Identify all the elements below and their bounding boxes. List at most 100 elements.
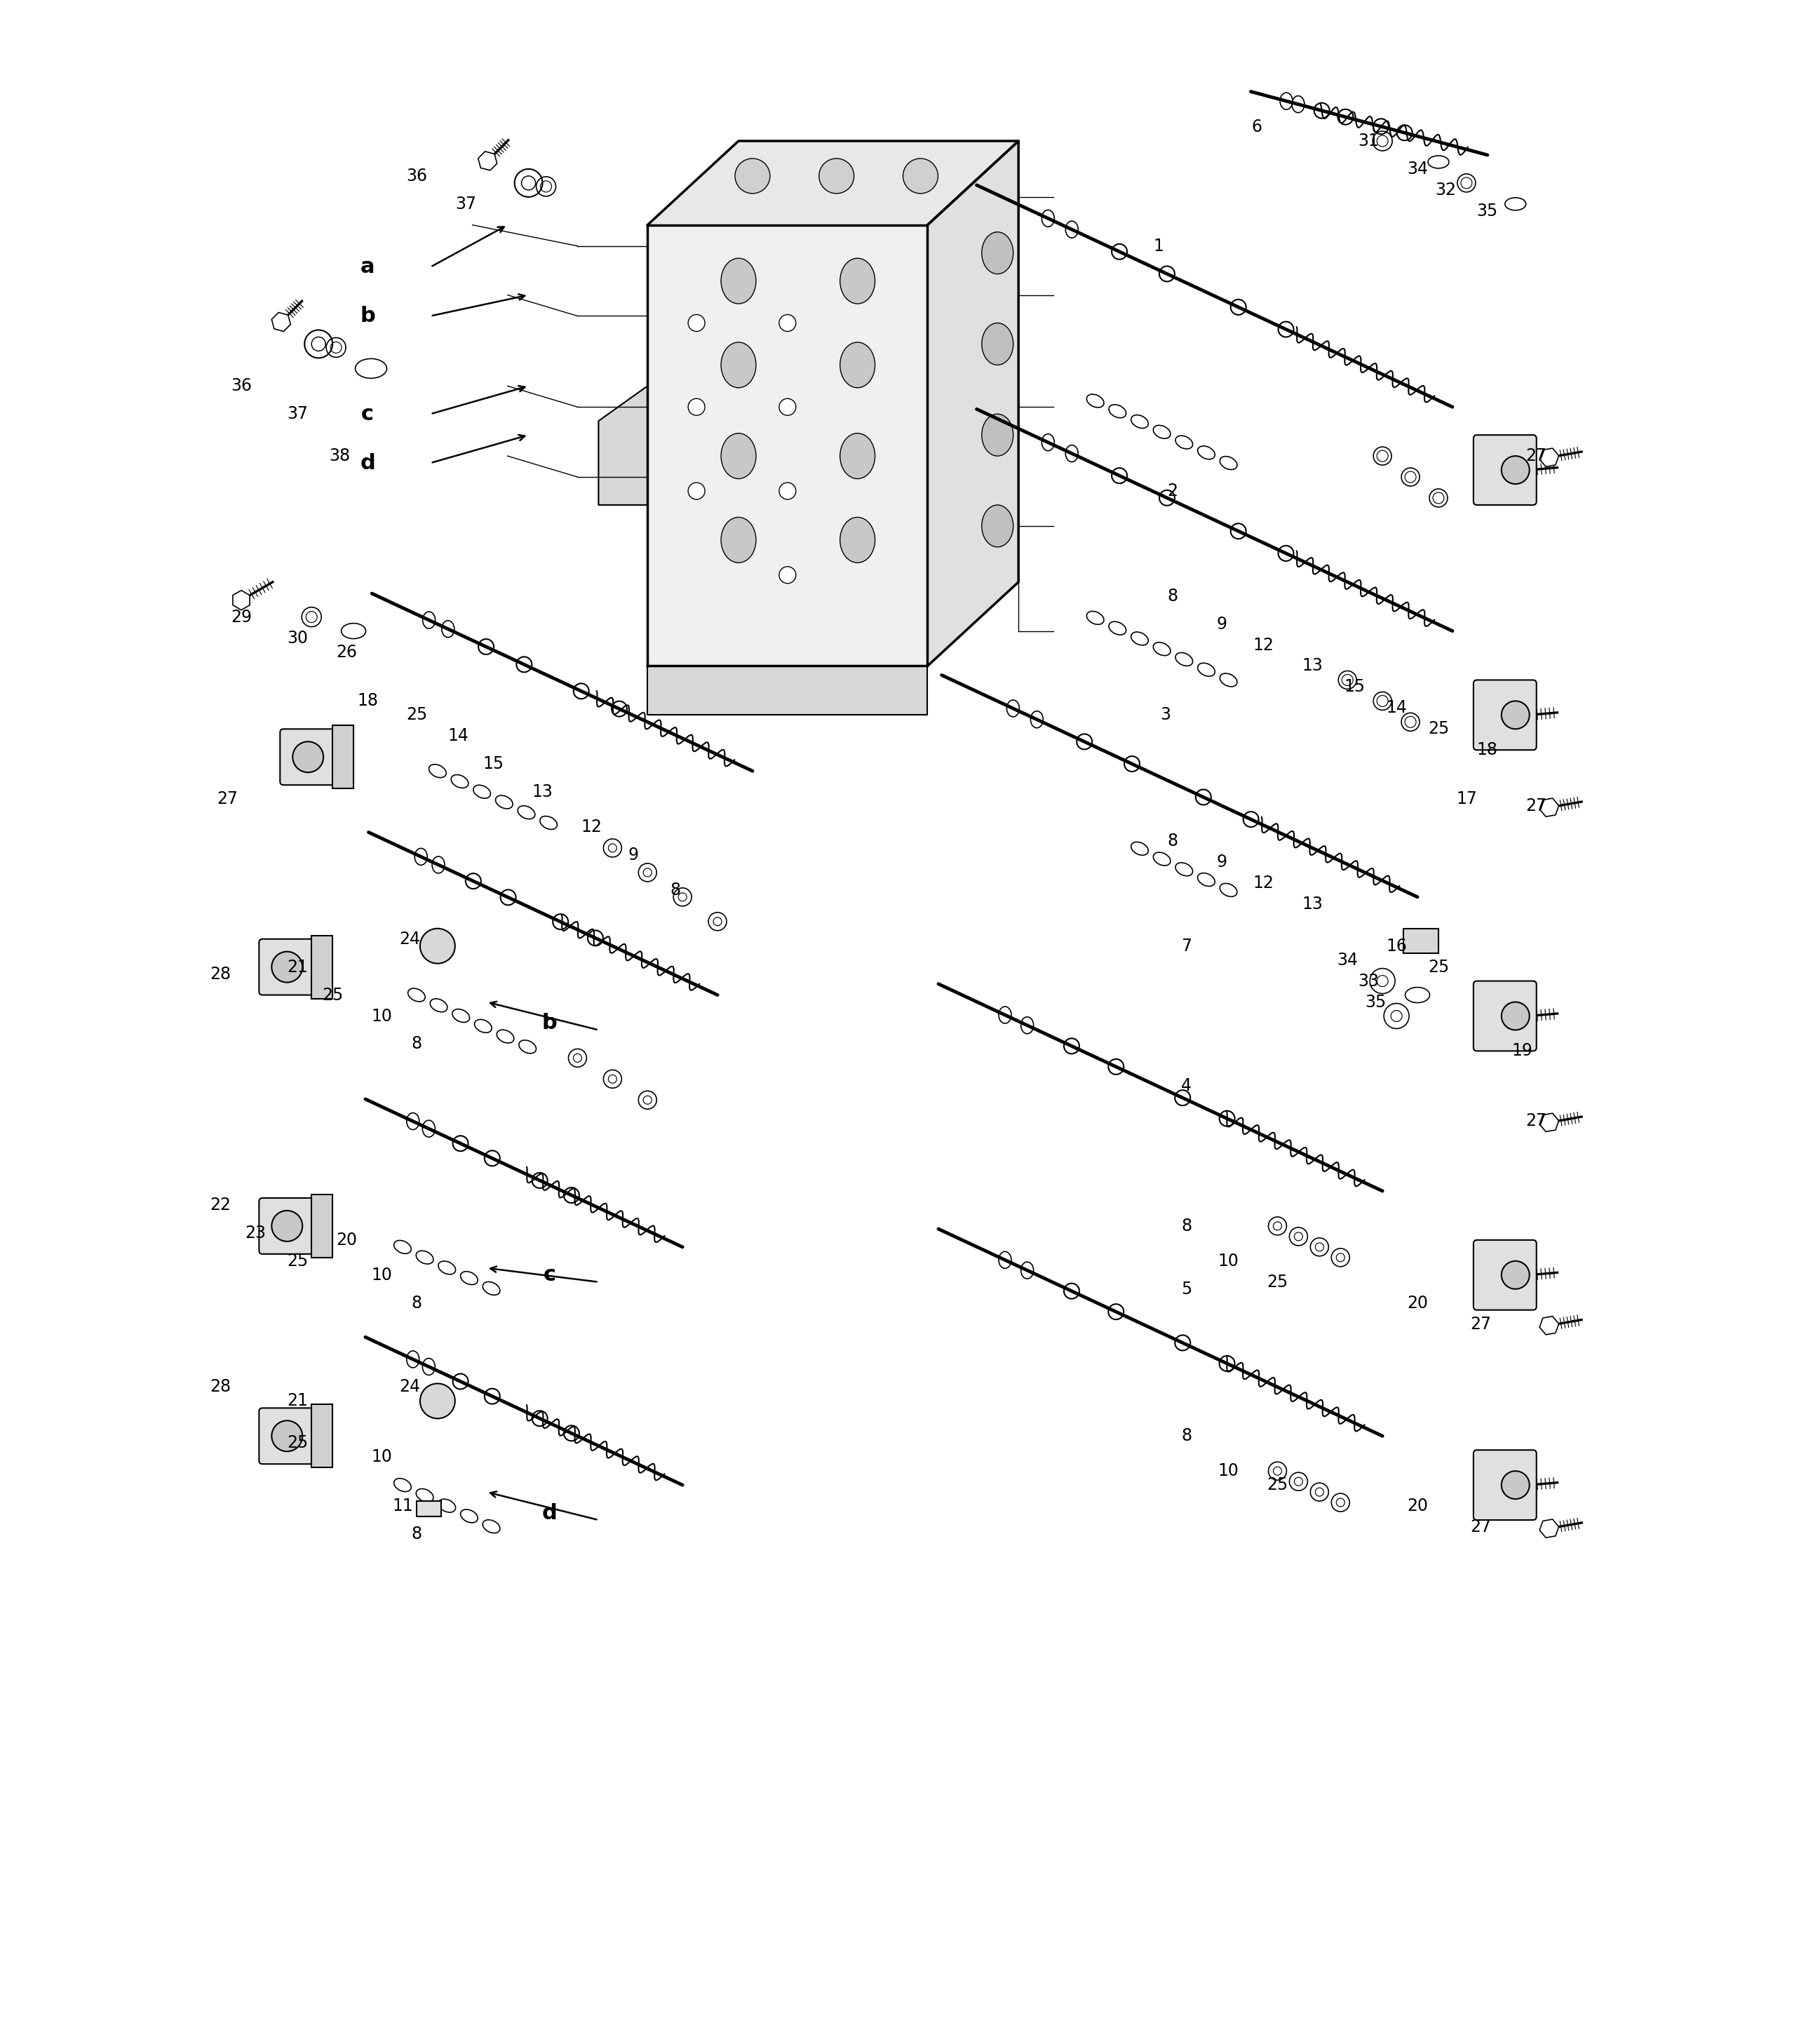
Circle shape xyxy=(1501,455,1529,484)
Text: d: d xyxy=(542,1504,557,1524)
Text: c: c xyxy=(360,404,373,425)
FancyBboxPatch shape xyxy=(1474,1451,1536,1520)
FancyBboxPatch shape xyxy=(280,729,342,784)
FancyBboxPatch shape xyxy=(311,1404,333,1467)
Polygon shape xyxy=(271,313,291,331)
Text: 35: 35 xyxy=(1365,994,1387,1010)
Polygon shape xyxy=(1540,1520,1560,1538)
FancyBboxPatch shape xyxy=(258,1408,322,1463)
Text: 9: 9 xyxy=(628,847,639,864)
Polygon shape xyxy=(1511,1266,1531,1284)
Text: 24: 24 xyxy=(399,931,420,947)
Circle shape xyxy=(688,482,704,500)
FancyBboxPatch shape xyxy=(1474,981,1536,1051)
Text: 8: 8 xyxy=(1167,833,1178,849)
Text: 27: 27 xyxy=(1471,1518,1491,1536)
Text: 18: 18 xyxy=(357,693,379,709)
Circle shape xyxy=(420,929,455,963)
Text: 22: 22 xyxy=(209,1197,231,1213)
Text: 23: 23 xyxy=(246,1225,266,1242)
Text: 15: 15 xyxy=(482,756,504,772)
Text: 14: 14 xyxy=(448,727,470,744)
Text: 9: 9 xyxy=(1216,853,1227,870)
Text: 25: 25 xyxy=(322,988,344,1004)
FancyBboxPatch shape xyxy=(1474,435,1536,506)
Circle shape xyxy=(1501,1002,1529,1030)
Text: 6: 6 xyxy=(1250,118,1261,136)
Text: 8: 8 xyxy=(1181,1428,1192,1445)
Text: 37: 37 xyxy=(455,195,477,213)
Text: 27: 27 xyxy=(1525,1114,1547,1130)
Text: 20: 20 xyxy=(1407,1294,1429,1311)
Text: 10: 10 xyxy=(1218,1463,1239,1479)
FancyBboxPatch shape xyxy=(1474,1240,1536,1311)
Polygon shape xyxy=(1540,799,1560,817)
Circle shape xyxy=(779,482,795,500)
Text: 10: 10 xyxy=(371,1449,391,1465)
Circle shape xyxy=(271,1420,302,1451)
FancyBboxPatch shape xyxy=(1403,929,1438,953)
Ellipse shape xyxy=(981,506,1014,547)
Circle shape xyxy=(1501,1262,1529,1288)
Text: 25: 25 xyxy=(288,1252,308,1270)
Text: 25: 25 xyxy=(1429,959,1449,975)
Text: 13: 13 xyxy=(1301,658,1323,675)
Text: 8: 8 xyxy=(411,1036,422,1053)
Text: 19: 19 xyxy=(1512,1042,1532,1059)
Circle shape xyxy=(779,315,795,331)
Ellipse shape xyxy=(981,323,1014,366)
Ellipse shape xyxy=(721,433,755,480)
Text: b: b xyxy=(360,305,375,327)
Text: c: c xyxy=(542,1264,555,1284)
Text: 2: 2 xyxy=(1167,482,1178,500)
FancyBboxPatch shape xyxy=(311,1195,333,1258)
Text: 31: 31 xyxy=(1358,132,1380,150)
Ellipse shape xyxy=(981,415,1014,455)
Text: 3: 3 xyxy=(1159,707,1170,723)
FancyBboxPatch shape xyxy=(333,725,353,788)
Text: 24: 24 xyxy=(399,1378,420,1396)
Circle shape xyxy=(688,398,704,415)
FancyBboxPatch shape xyxy=(417,1502,440,1516)
Text: a: a xyxy=(360,256,375,276)
Text: 34: 34 xyxy=(1338,951,1358,969)
Text: 8: 8 xyxy=(1167,587,1178,604)
Circle shape xyxy=(271,1211,302,1242)
Text: 13: 13 xyxy=(1301,896,1323,912)
Text: 36: 36 xyxy=(406,167,428,185)
Circle shape xyxy=(735,158,770,193)
Text: 8: 8 xyxy=(1181,1217,1192,1233)
Text: 10: 10 xyxy=(371,1266,391,1284)
Circle shape xyxy=(293,742,324,772)
Text: 21: 21 xyxy=(288,1392,308,1410)
Text: 28: 28 xyxy=(209,1378,231,1396)
Text: 36: 36 xyxy=(231,378,251,394)
Polygon shape xyxy=(648,140,1019,226)
Text: 25: 25 xyxy=(1267,1274,1289,1290)
Polygon shape xyxy=(479,152,497,171)
Text: 8: 8 xyxy=(411,1294,422,1311)
Ellipse shape xyxy=(981,232,1014,274)
Text: 13: 13 xyxy=(531,784,553,801)
Text: 27: 27 xyxy=(1525,799,1547,815)
Text: 34: 34 xyxy=(1407,161,1429,177)
Polygon shape xyxy=(1511,707,1531,725)
Polygon shape xyxy=(233,591,249,610)
Text: 28: 28 xyxy=(209,965,231,981)
Text: 18: 18 xyxy=(1478,742,1498,758)
Ellipse shape xyxy=(721,518,755,563)
Polygon shape xyxy=(1511,1008,1531,1026)
Polygon shape xyxy=(928,140,1019,666)
Text: 32: 32 xyxy=(1434,181,1456,199)
Text: 12: 12 xyxy=(1252,636,1274,654)
Circle shape xyxy=(1501,701,1529,729)
Text: 16: 16 xyxy=(1387,937,1407,955)
Text: 26: 26 xyxy=(337,644,357,660)
Text: 27: 27 xyxy=(1525,447,1547,465)
Text: 25: 25 xyxy=(1429,721,1449,738)
Ellipse shape xyxy=(841,258,875,303)
Text: 8: 8 xyxy=(411,1526,422,1542)
FancyBboxPatch shape xyxy=(258,939,322,996)
Circle shape xyxy=(779,398,795,415)
Text: 8: 8 xyxy=(670,882,681,898)
